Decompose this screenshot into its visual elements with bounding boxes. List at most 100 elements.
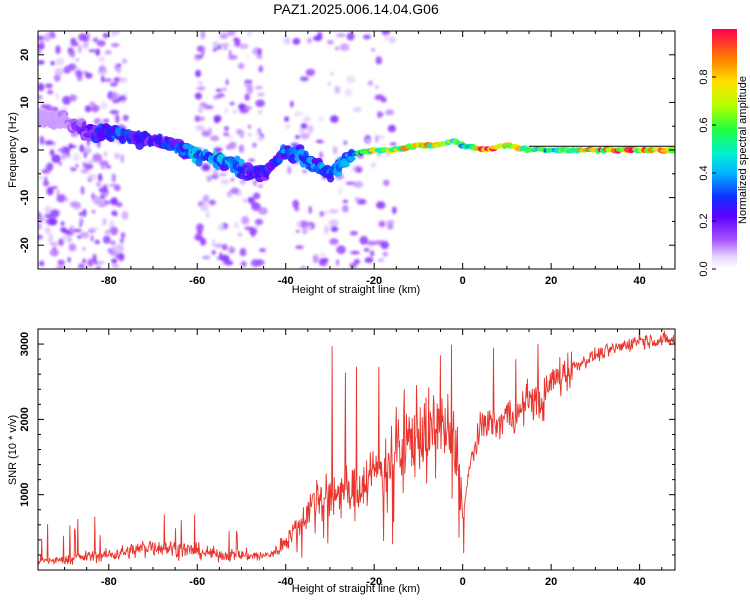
- noise-blob: [248, 158, 255, 162]
- noise-blob: [302, 169, 308, 174]
- snr-panel: -80 -60 -40 -20 0 20 40 1000 2000 3000 Height of…: [7, 328, 676, 595]
- x-tick-label: 40: [633, 275, 645, 287]
- noise-blob: [302, 228, 308, 235]
- noise-blob: [367, 80, 374, 86]
- noise-blob: [38, 83, 45, 92]
- noise-blob: [239, 248, 247, 257]
- x-tick-label: 0: [460, 275, 466, 287]
- noise-blob: [363, 34, 371, 40]
- noise-blob: [370, 48, 376, 52]
- noise-blob: [222, 46, 228, 51]
- noise-blob: [60, 221, 65, 227]
- noise-blob: [251, 202, 261, 211]
- noise-blob: [345, 181, 356, 185]
- noise-blob: [61, 152, 67, 160]
- noise-blob: [58, 162, 62, 166]
- noise-blob: [57, 259, 65, 266]
- noise-blob: [329, 209, 339, 214]
- spectrogram-ridge: [38, 107, 675, 183]
- noise-blob: [383, 34, 389, 42]
- noise-blob: [380, 240, 389, 250]
- noise-blob: [94, 260, 99, 265]
- noise-blob: [355, 166, 363, 173]
- noise-blob: [38, 216, 47, 221]
- noise-blob: [44, 83, 53, 89]
- noise-blob: [255, 131, 260, 137]
- noise-blob: [60, 227, 67, 233]
- noise-blob: [299, 76, 309, 82]
- noise-blob: [219, 173, 227, 177]
- noise-blob: [254, 218, 264, 226]
- noise-blob: [46, 162, 54, 171]
- noise-blob: [67, 63, 77, 70]
- noise-blob: [381, 31, 390, 36]
- noise-blob: [122, 114, 129, 122]
- noise-blob: [114, 152, 121, 160]
- noise-blob: [201, 163, 211, 171]
- noise-blob: [194, 233, 203, 241]
- noise-blob: [58, 238, 64, 247]
- noise-blob: [305, 68, 316, 77]
- noise-blob: [319, 210, 325, 217]
- noise-blob: [387, 124, 396, 133]
- noise-blob: [38, 175, 46, 180]
- snr-content: [38, 329, 675, 566]
- noise-blob: [244, 79, 253, 83]
- noise-blob: [375, 56, 383, 65]
- noise-blob: [196, 229, 203, 236]
- noise-blob: [224, 260, 234, 266]
- noise-blob: [111, 31, 121, 36]
- noise-blob: [252, 142, 257, 148]
- noise-blob: [307, 124, 314, 134]
- noise-blob: [238, 62, 245, 70]
- noise-blob: [79, 211, 83, 217]
- noise-blob: [354, 196, 360, 203]
- noise-blob: [83, 151, 87, 159]
- noise-blob: [88, 173, 97, 181]
- noise-blob: [338, 187, 343, 196]
- noise-blob: [230, 187, 240, 195]
- noise-blob: [253, 179, 257, 186]
- noise-blob: [50, 186, 58, 190]
- noise-blob: [38, 95, 43, 100]
- noise-blob: [79, 218, 84, 225]
- x-tick-label: -20: [366, 576, 382, 588]
- noise-blob: [246, 53, 250, 60]
- noise-blob: [215, 88, 223, 92]
- noise-blob: [91, 209, 96, 214]
- noise-blob: [110, 91, 119, 101]
- noise-blob: [289, 100, 294, 108]
- noise-blob: [300, 123, 308, 130]
- noise-blob: [341, 204, 349, 213]
- noise-blob: [284, 124, 291, 130]
- spectrogram-background-noise: [38, 31, 397, 269]
- noise-blob: [41, 169, 49, 174]
- noise-blob: [47, 90, 54, 95]
- noise-blob: [48, 217, 58, 226]
- noise-blob: [300, 265, 306, 269]
- ridge-blob: [347, 155, 356, 162]
- noise-blob: [196, 45, 204, 52]
- noise-blob: [121, 58, 128, 64]
- noise-blob: [254, 85, 263, 90]
- ridge-blob: [195, 158, 203, 167]
- noise-blob: [327, 82, 331, 86]
- colorbar-tick-label: 0.6: [698, 117, 710, 132]
- noise-blob: [68, 243, 77, 252]
- noise-blob: [227, 134, 233, 140]
- noise-blob: [296, 229, 300, 233]
- spectrogram-x-axis-title: Height of straight line (km): [292, 284, 420, 296]
- noise-blob: [54, 67, 64, 77]
- noise-blob: [210, 135, 220, 142]
- noise-blob: [49, 149, 55, 156]
- noise-blob: [197, 81, 204, 85]
- noise-blob: [250, 259, 261, 267]
- noise-blob: [111, 43, 120, 48]
- colorbar-tick-label: 0.0: [698, 261, 710, 276]
- noise-blob: [84, 105, 92, 113]
- spectrogram-content: [38, 31, 675, 269]
- noise-blob: [214, 243, 224, 248]
- noise-blob: [378, 135, 385, 140]
- x-tick-label: 40: [633, 576, 645, 588]
- noise-blob: [229, 245, 233, 250]
